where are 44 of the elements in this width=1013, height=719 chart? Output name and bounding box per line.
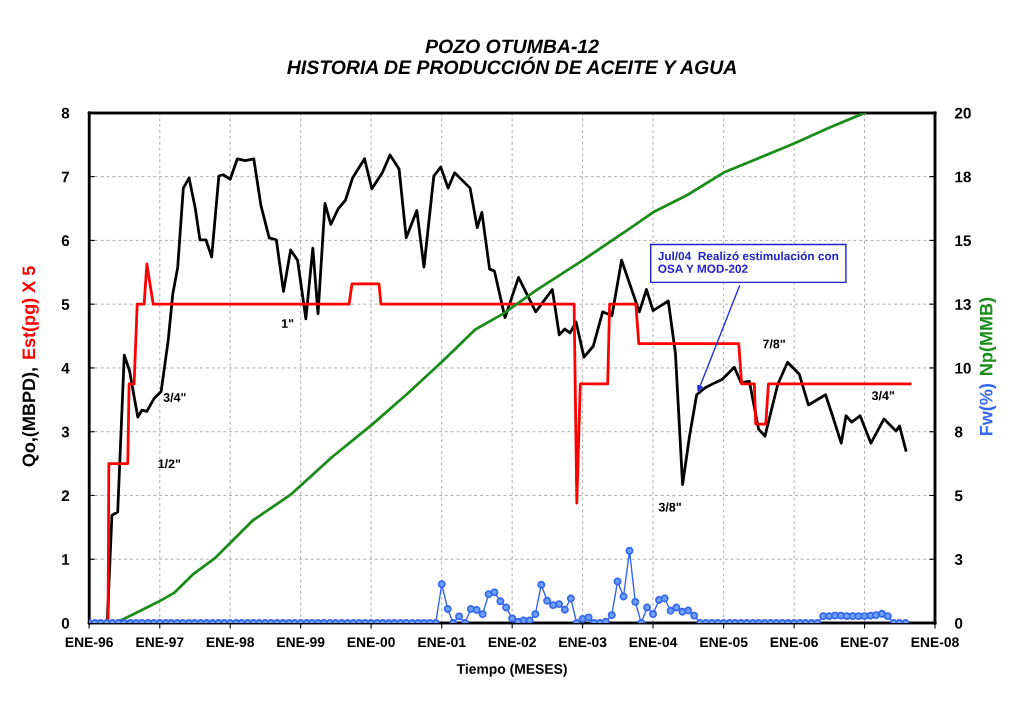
- y2-tick-label: 18: [955, 171, 971, 183]
- x-tick-label: ENE-03: [559, 637, 607, 648]
- annotation: 1": [281, 319, 294, 328]
- annotation: 3/4": [163, 392, 186, 403]
- y2-tick-label: 5: [954, 490, 963, 502]
- y-tick-label: 6: [61, 235, 70, 247]
- text: Qo,(MBPD),: [21, 368, 39, 467]
- annotation: 3/8": [658, 502, 681, 512]
- y-tick-label: 2: [61, 490, 70, 502]
- y-tick-label: 8: [61, 107, 70, 119]
- annotation: 7/8": [762, 339, 785, 349]
- y-tick-label: 4: [61, 362, 70, 374]
- annotation: Jul/04 Realizó estimulación con OSA Y MOD-202: [657, 251, 839, 273]
- y2-tick-label: 15: [955, 235, 972, 247]
- y2-tick-label: 20: [954, 107, 971, 119]
- y2-tick-label: 3: [954, 554, 963, 565]
- chart-title: POZO OTUMBA-12 HISTORIA DE PRODUCCIÓN DE ACEITE Y AGUA: [287, 39, 736, 75]
- y2-tick-label: 10: [955, 362, 971, 374]
- annotation: 1/2": [158, 459, 181, 469]
- x-tick-label: ENE-99: [277, 637, 325, 648]
- x-tick-label: ENE-02: [488, 637, 536, 648]
- y-tick-label: 0: [61, 617, 70, 629]
- x-tick-label: ENE-07: [841, 637, 889, 648]
- text: Est(pg) X 5: [21, 266, 39, 359]
- annotation: 3/4": [871, 390, 895, 401]
- x-tick-label: ENE-04: [629, 637, 678, 648]
- y-tick-label: 3: [61, 426, 70, 438]
- x-tick-label: ENE-05: [700, 637, 748, 648]
- x-tick-label: ENE-00: [347, 637, 395, 648]
- x-axis-title: Tiempo (MESES): [456, 663, 567, 677]
- x-tick-label: ENE-08: [911, 637, 959, 648]
- x-tick-label: ENE-96: [65, 637, 113, 648]
- x-tick-label: ENE-01: [418, 637, 466, 648]
- x-tick-label: ENE-98: [206, 637, 255, 648]
- text: Np(MMB): [979, 297, 997, 375]
- text: Fw(%): [979, 383, 997, 436]
- y2-tick-label: 13: [955, 299, 971, 310]
- x-tick-label: ENE-97: [136, 637, 184, 648]
- y2-tick-label: 8: [954, 426, 963, 438]
- x-tick-label: ENE-06: [770, 637, 818, 648]
- y-tick-label: 1: [62, 554, 70, 565]
- y-tick-label: 7: [61, 171, 70, 183]
- y2-tick-label: 0: [955, 617, 963, 629]
- y-tick-label: 5: [61, 299, 70, 310]
